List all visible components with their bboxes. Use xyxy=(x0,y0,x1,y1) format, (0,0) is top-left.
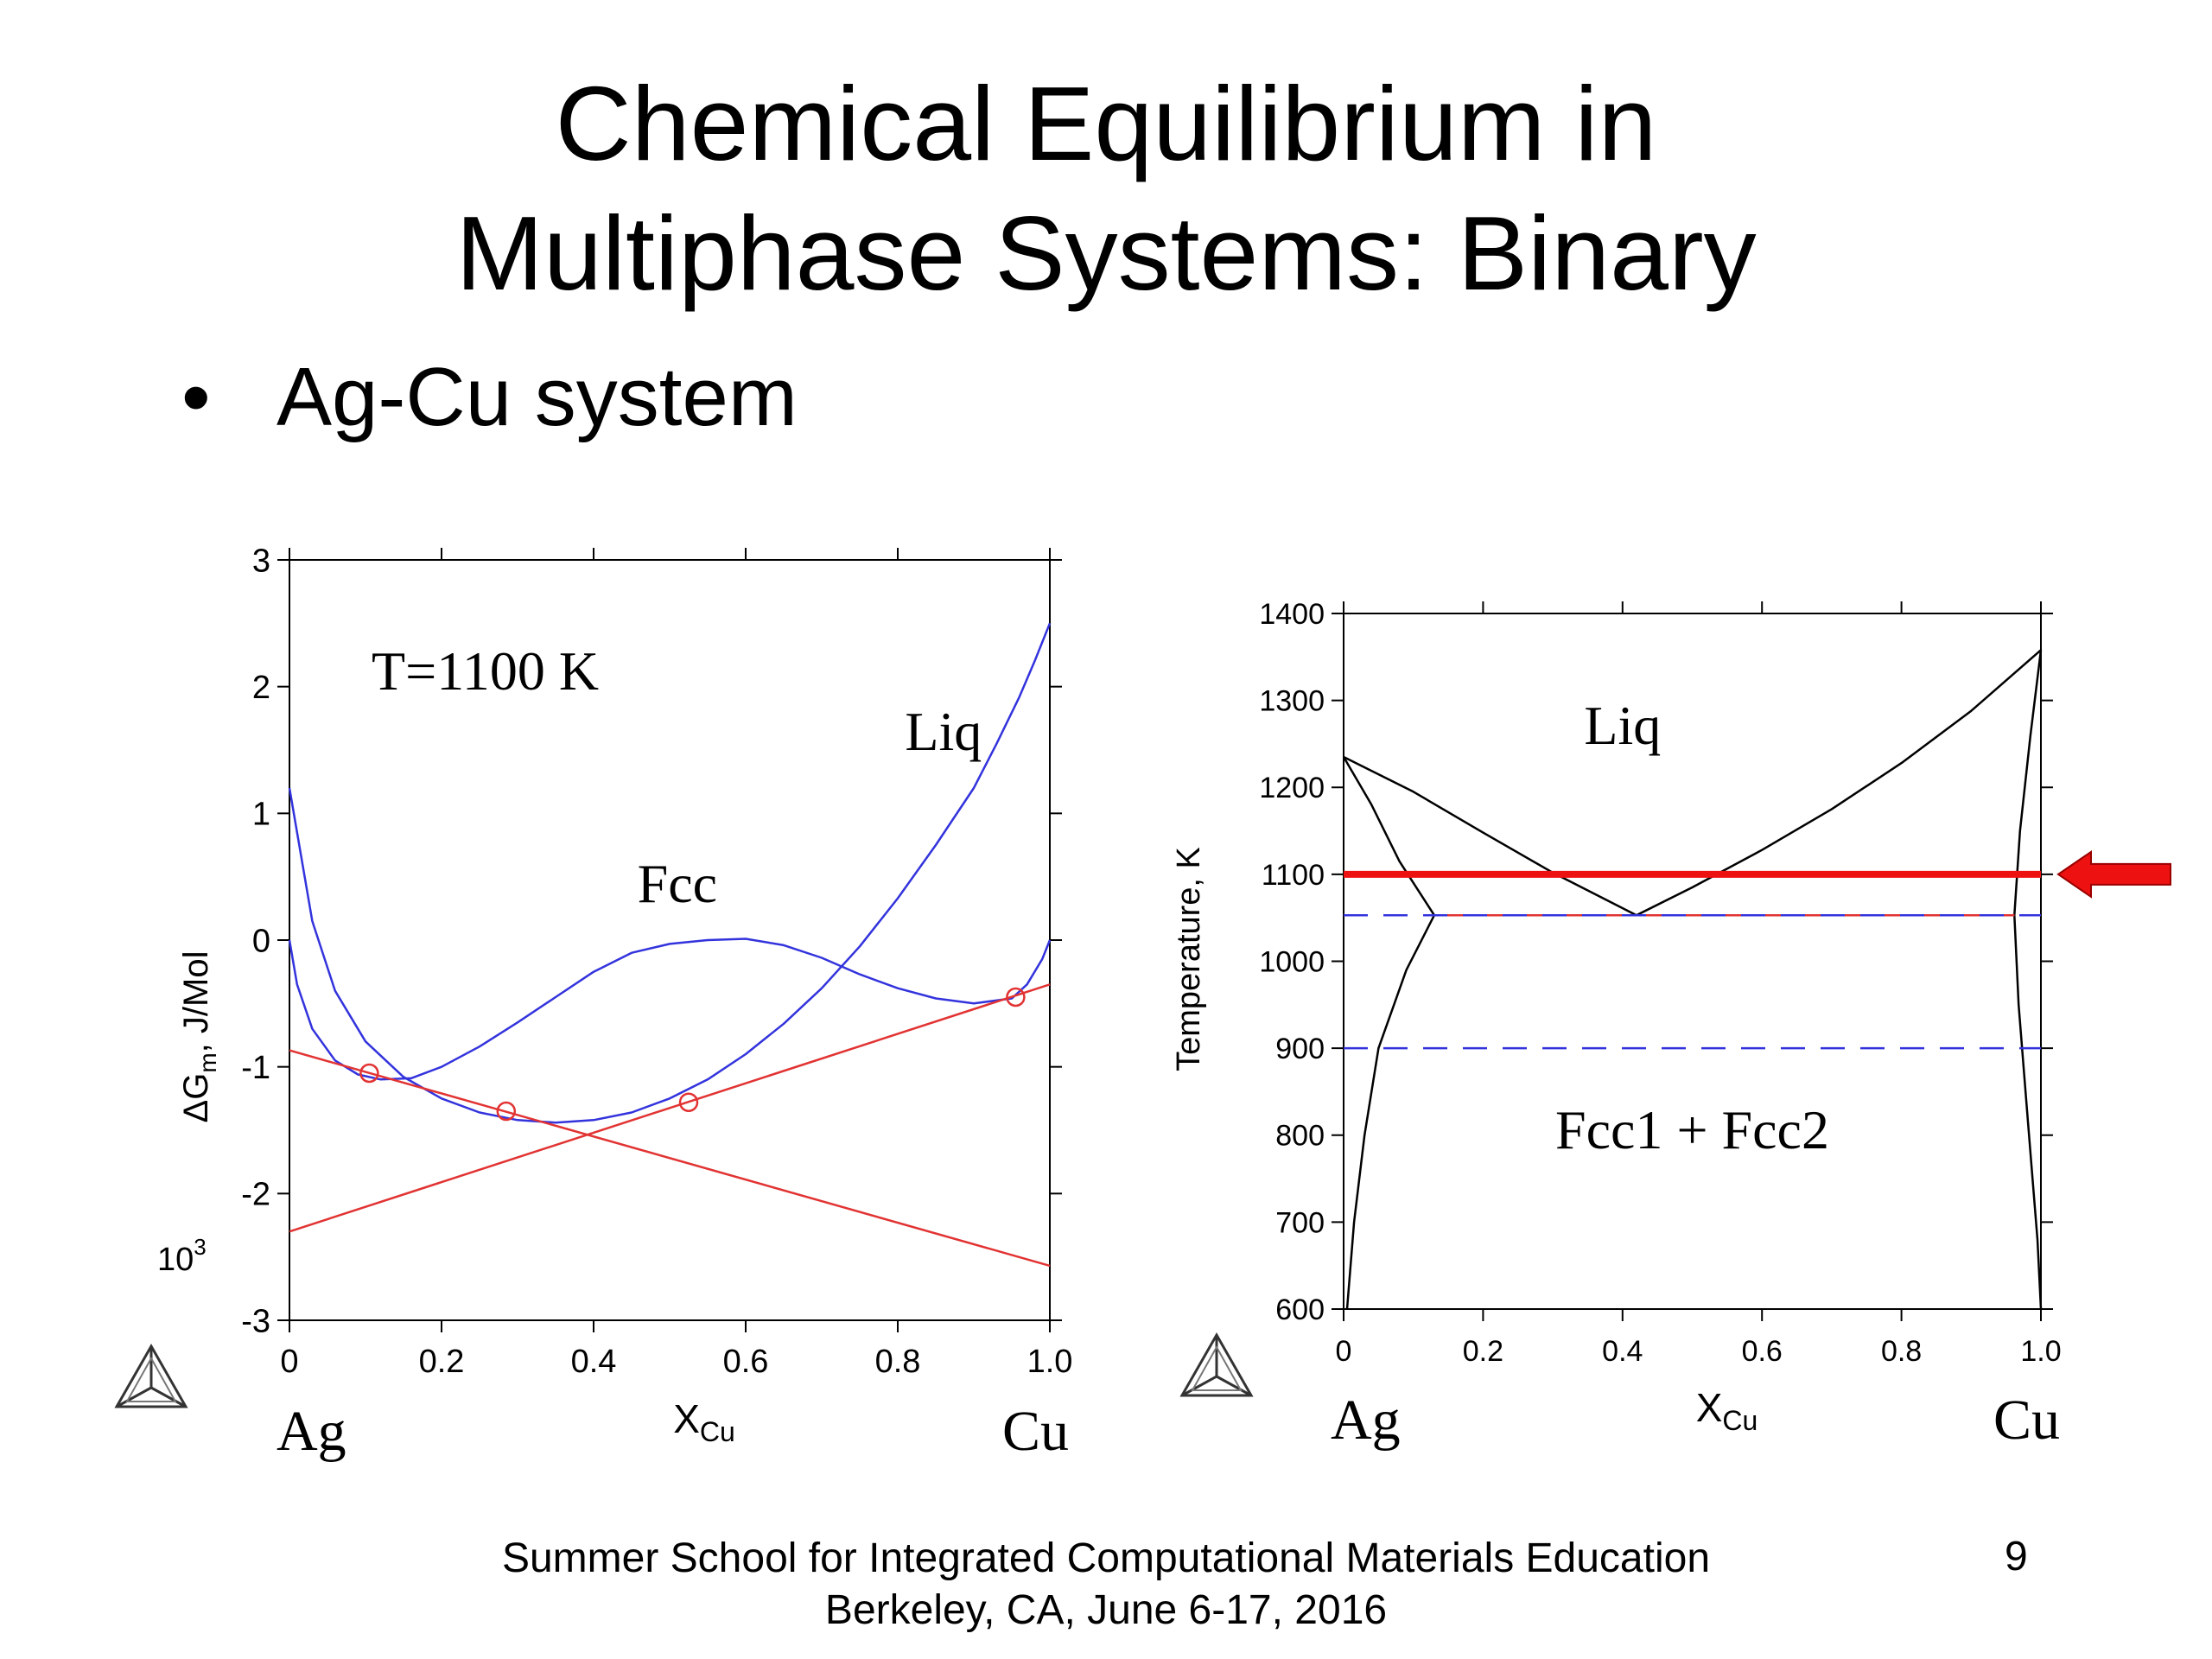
x-axis-label-sub: Cu xyxy=(1722,1405,1758,1436)
bullet-marker: • xyxy=(181,351,211,443)
element-label-cu: Cu xyxy=(1993,1389,2060,1452)
page-number: 9 xyxy=(2005,1534,2028,1580)
x-tick-label: 0.6 xyxy=(1742,1335,1783,1368)
phase-label: Liq xyxy=(1584,695,1661,756)
logo-inner xyxy=(116,1346,187,1408)
series-tangent-2 xyxy=(289,983,1051,1233)
y-tick-label: -2 xyxy=(241,1177,270,1213)
element-label-cu: Cu xyxy=(1002,1400,1069,1463)
logo-inner-triangle xyxy=(125,1356,177,1402)
logo-inner-triangle xyxy=(1191,1344,1243,1391)
phase-diagram-chart: 0 0.2 0.4 0.6 0.8 1.0 1400 1300 1200 1100 1000 900 8… xyxy=(1171,598,2171,1452)
y-scale-label: 103 xyxy=(157,1234,207,1278)
x-tick-label: 0.8 xyxy=(875,1344,921,1380)
element-label-ag: Ag xyxy=(1331,1389,1401,1452)
phase-label: Fcc xyxy=(638,853,717,914)
tangent-point-marker xyxy=(496,1101,517,1122)
y-axis-label: ΔGm, J/Mol xyxy=(177,951,221,1123)
thermo-calc-logo-icon xyxy=(1179,1332,1254,1397)
x-tick-label: 0.8 xyxy=(1881,1335,1922,1368)
y-axis-label-sub: m xyxy=(194,1052,221,1072)
y-tick-label: 900 xyxy=(1275,1033,1325,1065)
x-tick-label: 0.4 xyxy=(1602,1335,1643,1368)
y-tick-label: -3 xyxy=(241,1303,270,1339)
y-tick-label: -1 xyxy=(241,1050,270,1086)
x-axis-label: XCu xyxy=(673,1396,735,1447)
series-liquidus-cu xyxy=(1636,649,2042,917)
plot-area: 0 0.2 0.4 0.6 0.8 1.0 1400 1300 1200 1100 1000 900 8… xyxy=(1179,598,2171,1452)
y-tick-label: 700 xyxy=(1275,1206,1325,1239)
x-tick-label: 0.2 xyxy=(419,1344,465,1380)
y-tick-label: 0 xyxy=(252,923,270,959)
series-liquidus-ag xyxy=(1343,755,1637,917)
slide-title-line-1: Chemical Equilibrium in xyxy=(555,65,1657,182)
y-tick-label: 800 xyxy=(1275,1120,1325,1153)
footer-line-1: Summer School for Integrated Computation… xyxy=(501,1535,1711,1581)
y-tick-label: 600 xyxy=(1275,1294,1325,1326)
plot-area: 0 0.2 0.4 0.6 0.8 1.0 3 2 1 0 -1 -2 -3 Liq Fcc T=1100 K… xyxy=(114,543,1073,1463)
y-scale-exponent: 3 xyxy=(194,1234,206,1260)
bullet-item: • Ag-Cu system xyxy=(181,350,798,445)
series-solidus-ag xyxy=(1342,756,1435,916)
x-tick-label: 0.2 xyxy=(1463,1335,1503,1368)
y-tick-label: 1300 xyxy=(1259,685,1325,718)
x-tick-label: 0 xyxy=(280,1344,298,1380)
y-tick-label: 1400 xyxy=(1259,598,1325,631)
element-label-ag: Ag xyxy=(276,1400,346,1463)
y-tick-label: 1000 xyxy=(1259,945,1325,978)
bullet-text: Ag-Cu system xyxy=(276,351,798,443)
plot-frame xyxy=(1343,613,2042,1310)
logo-triangle xyxy=(1179,1332,1254,1397)
x-tick-label: 1.0 xyxy=(1027,1344,1073,1380)
temperature-annotation: T=1100 K xyxy=(372,640,599,702)
temperature-arrow xyxy=(2056,849,2171,899)
slide-title-line-2: Multiphase Systems: Binary xyxy=(455,194,1757,312)
y-tick-label: 1200 xyxy=(1259,772,1325,804)
y-tick-label: 2 xyxy=(252,670,270,706)
tangent-point-marker xyxy=(1006,987,1026,1007)
series-liq xyxy=(288,622,1052,1124)
tangent-point-marker xyxy=(678,1092,699,1112)
y-axis-label-rest: , J/Mol xyxy=(177,951,215,1053)
x-axis-label: XCu xyxy=(1696,1385,1758,1436)
series-solvus-ag xyxy=(1345,914,1436,1310)
x-tick-label: 0.6 xyxy=(723,1344,769,1380)
x-tick-label: 0 xyxy=(1336,1335,1352,1368)
tangent-point-marker xyxy=(359,1063,379,1084)
series-solvus-cu xyxy=(2013,915,2043,1310)
x-axis-label-sub: Cu xyxy=(700,1416,735,1447)
y-tick-label: 3 xyxy=(252,543,270,579)
gibbs-energy-chart: 0 0.2 0.4 0.6 0.8 1.0 3 2 1 0 -1 -2 -3 Liq Fcc T=1100 K… xyxy=(114,543,1073,1463)
phase-label: Fcc1 + Fcc2 xyxy=(1555,1099,1829,1160)
series-tangent-1 xyxy=(289,1049,1051,1268)
logo-inner xyxy=(1181,1335,1252,1397)
logo-triangle xyxy=(114,1343,188,1408)
series-fcc xyxy=(288,938,1052,1081)
x-tick-label: 1.0 xyxy=(2020,1335,2061,1368)
phase-label: Liq xyxy=(905,701,982,762)
y-tick-label: 1 xyxy=(252,797,270,833)
y-tick-label: 1100 xyxy=(1262,859,1325,892)
footer-line-2: Berkeley, CA, June 6-17, 2016 xyxy=(824,1587,1388,1633)
thermo-calc-logo-icon xyxy=(114,1343,188,1408)
x-tick-label: 0.4 xyxy=(571,1344,617,1380)
y-axis-label: Temperature, K xyxy=(1171,847,1207,1071)
